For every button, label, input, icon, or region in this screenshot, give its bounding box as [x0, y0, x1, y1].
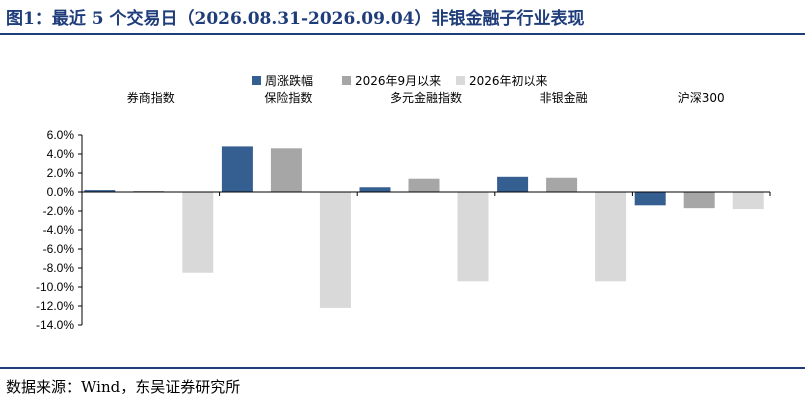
y-tick-label: 2.0% [47, 166, 75, 180]
category-label: 券商指数 [127, 90, 175, 105]
bar [732, 192, 764, 210]
bar [359, 187, 391, 192]
y-tick-label: -8.0% [43, 261, 75, 275]
legend-swatch [252, 76, 261, 85]
y-tick-label: 6.0% [47, 128, 75, 142]
x-axis [82, 191, 771, 196]
bar [84, 190, 116, 192]
bars [84, 146, 764, 308]
legend-label: 周涨跌幅 [265, 73, 313, 88]
legend-label: 2026年9月以来 [355, 74, 441, 88]
y-tick-label: 0.0% [47, 185, 75, 199]
legend-swatch [456, 76, 465, 85]
y-tick-label: -14.0% [36, 318, 74, 332]
category-label: 非银金融 [540, 90, 588, 105]
legend: 周涨跌幅 2026年9月以来 2026年初以来 [252, 73, 548, 88]
category-labels: 券商指数 保险指数 多元金融指数 非银金融 沪深300 [127, 90, 725, 105]
category-label: 多元金融指数 [390, 90, 462, 105]
bar [546, 177, 578, 192]
bar [319, 192, 351, 308]
bar [457, 192, 489, 282]
title-divider [0, 33, 805, 35]
category-label: 沪深300 [678, 91, 725, 105]
legend-swatch [342, 76, 351, 85]
y-tick-label: -2.0% [43, 204, 75, 218]
bar [182, 192, 214, 273]
bar [408, 178, 440, 192]
footer-divider [0, 367, 805, 369]
bar [595, 192, 627, 282]
legend-label: 2026年初以来 [469, 74, 548, 88]
bar [497, 176, 529, 192]
y-tick-label: -10.0% [36, 280, 74, 294]
y-tick-label: -12.0% [36, 299, 74, 313]
y-tick-label: 4.0% [47, 147, 75, 161]
y-tick-label: -6.0% [43, 242, 75, 256]
chart-title: 图1：最近 5 个交易日（2026.08.31-2026.09.04）非银金融子… [6, 9, 585, 29]
category-label: 保险指数 [264, 90, 312, 105]
bar-chart: 周涨跌幅 2026年9月以来 2026年初以来 券商指数 保险指数 多元金融指数 非银金融… [36, 73, 771, 332]
bar [634, 192, 666, 206]
y-axis: 6.0% 4.0% 2.0% 0.0% -2.0% -4.0% -6.0% -8.0% -10.… [36, 128, 83, 332]
bar [270, 148, 302, 192]
y-tick-label: -4.0% [43, 223, 75, 237]
bar [683, 192, 715, 209]
source-note: 数据来源：Wind，东吴证券研究所 [6, 378, 241, 396]
bar [221, 146, 253, 192]
